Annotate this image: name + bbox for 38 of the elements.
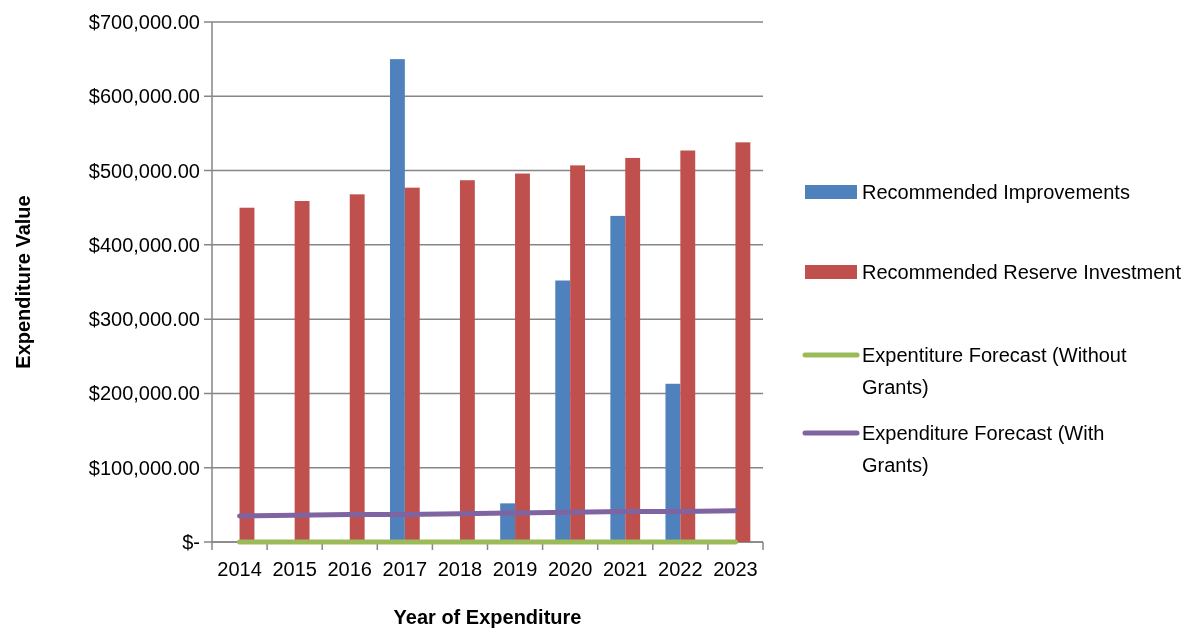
bar	[570, 165, 586, 542]
x-tick-label: 2014	[217, 558, 262, 580]
bar	[459, 180, 475, 542]
bar	[610, 215, 626, 542]
bar	[625, 157, 641, 542]
x-tick-label: 2018	[437, 558, 483, 580]
x-tick-label: 2023	[713, 558, 758, 580]
legend-label: Expentiture Forecast (Without Grants)	[862, 344, 1127, 398]
y-tick-label: $700,000.00	[88, 11, 200, 33]
y-tick-label: $500,000.00	[88, 159, 200, 182]
bar	[665, 383, 681, 542]
x-axis-title: Year of Expenditure	[393, 606, 582, 628]
bar	[515, 173, 530, 542]
legend-label: Recommended Improvements	[862, 181, 1130, 203]
x-tick-label: 2015	[272, 558, 317, 580]
bar	[239, 207, 255, 542]
bar	[349, 194, 365, 542]
x-tick-label: 2016	[327, 558, 372, 580]
legend-label: Recommended Reserve Investment	[862, 261, 1182, 283]
bar	[735, 142, 751, 542]
x-tick-label: 2021	[603, 558, 648, 580]
bar	[555, 280, 571, 542]
legend-label: Expenditure Forecast (With Grants)	[862, 422, 1105, 476]
y-tick-label: $600,000.00	[88, 85, 200, 108]
x-tick-label: 2020	[547, 558, 593, 580]
y-tick-label: $100,000.00	[88, 456, 200, 479]
y-tick-label: $400,000.00	[88, 233, 200, 256]
x-tick-label: 2022	[658, 558, 703, 580]
y-tick-label: $200,000.00	[88, 382, 200, 405]
x-tick-label: 2017	[382, 558, 428, 580]
y-tick-label: $300,000.00	[88, 308, 200, 331]
bar	[680, 150, 696, 542]
x-tick-label: 2019	[492, 558, 538, 580]
bar	[294, 201, 310, 542]
y-tick-label: $-	[182, 531, 200, 553]
bar	[389, 59, 405, 542]
bar	[404, 187, 420, 542]
y-axis-title: Expenditure Value	[12, 195, 34, 369]
